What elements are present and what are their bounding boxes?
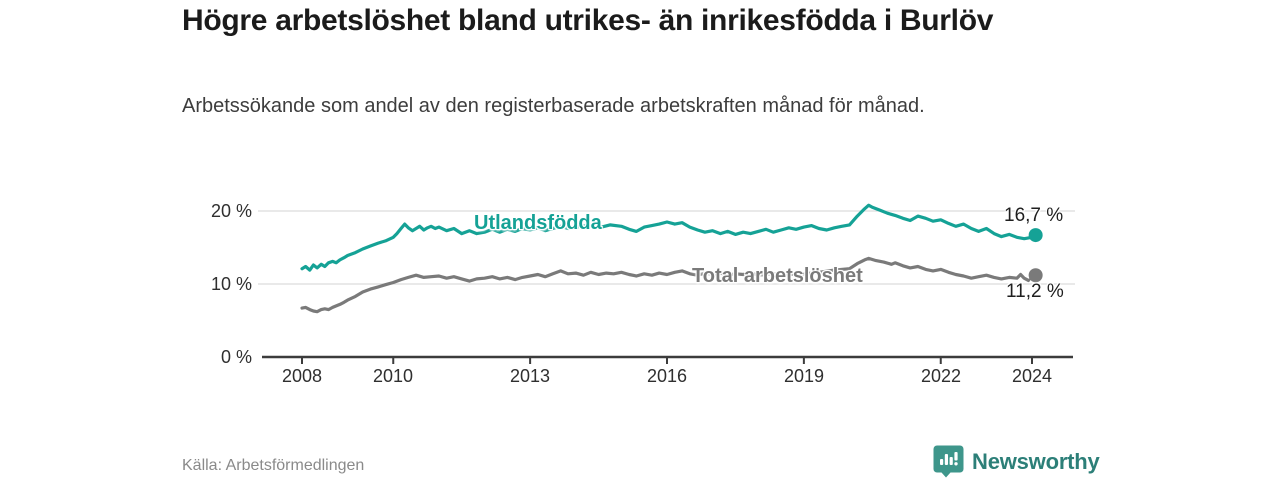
newsworthy-bar-chart-icon <box>933 445 964 478</box>
series-line-1 <box>300 256 1031 314</box>
y-tick-10: 10 % <box>210 274 252 294</box>
x-tick-2013: 2013 <box>509 366 551 386</box>
series-label-total: Total arbetslöshet <box>692 265 863 287</box>
series-line-0 <box>300 203 1038 272</box>
newsworthy-wordmark: Newsworthy <box>972 448 1100 474</box>
x-tick-2022: 2022 <box>920 366 962 386</box>
x-tick-2019: 2019 <box>783 366 825 386</box>
x-tick-2008: 2008 <box>281 366 323 386</box>
x-tick-2016: 2016 <box>646 366 688 386</box>
x-tick-2010: 2010 <box>372 366 414 386</box>
end-value-utlandsfodda: 16,7 % <box>1004 205 1064 226</box>
end-dot-1 <box>1028 268 1043 283</box>
y-tick-0: 0 % <box>220 347 252 367</box>
series-dashed-tail-1 <box>1027 274 1037 282</box>
newsworthy-logo: Newsworthy <box>933 445 1100 478</box>
end-dot-0 <box>1028 228 1043 243</box>
series-label-utlandsfodda: Utlandsfödda <box>474 212 602 234</box>
page-title: Högre arbetslöshet bland utrikes- än inr… <box>182 4 994 37</box>
source-attribution: Källa: Arbetsförmedlingen <box>182 457 365 474</box>
x-tick-2024: 2024 <box>1011 366 1053 386</box>
end-value-total: 11,2 % <box>1006 281 1064 302</box>
chart-subtitle: Arbetssökande som andel av den registerb… <box>182 95 925 117</box>
y-tick-20: 20 % <box>210 201 252 221</box>
